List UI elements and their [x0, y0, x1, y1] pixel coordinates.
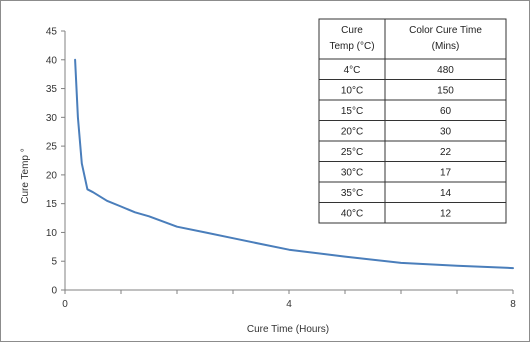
table-cell: 17	[440, 168, 452, 179]
table-cell: 12	[440, 209, 452, 220]
table-cell: 15°C	[341, 106, 363, 117]
y-tick-label: 30	[46, 113, 58, 124]
series-line	[74, 58, 514, 270]
x-tick-label: 0	[62, 299, 68, 310]
y-tick-label: 25	[46, 142, 58, 153]
y-tick-label: 20	[46, 170, 58, 181]
table-cell: 4°C	[344, 65, 361, 76]
x-tick-label: 8	[510, 299, 516, 310]
y-axis-title: Cure Temp °	[20, 148, 31, 204]
table-header-cell: (Mins)	[432, 41, 460, 52]
table-cell: 25°C	[341, 147, 363, 158]
data-table: Cure Temp (°C) Color Cure Time (Mins) 4°C 480…	[318, 18, 507, 224]
y-tick-label: 45	[46, 27, 58, 38]
chart-canvas: 0 5 10 15 20 25 30 35 40 45 0 4 8 Cure Temp (°C) Color…	[20, 18, 516, 335]
y-tick-label: 0	[51, 286, 57, 297]
table-cell: 14	[440, 188, 452, 199]
y-tick-label: 10	[46, 228, 58, 239]
table-header-cell: Cure	[341, 25, 363, 36]
table-cell: 40°C	[341, 209, 363, 220]
table-cell: 10°C	[341, 86, 363, 97]
y-tick-label: 35	[46, 84, 58, 95]
x-tick-label: 4	[286, 299, 292, 310]
axes-layer: 0 5 10 15 20 25 30 35 40 45 0 4 8	[46, 27, 516, 311]
table-cell: 30	[440, 127, 452, 138]
table-cell: 22	[440, 147, 452, 158]
y-tick-label: 40	[46, 55, 58, 66]
y-tick-label: 15	[46, 199, 58, 210]
x-axis-title: Cure Time (Hours)	[247, 324, 329, 335]
table-cell: 150	[437, 86, 454, 97]
table-header-cell: Color Cure Time	[409, 25, 482, 36]
table-cell: 60	[440, 106, 452, 117]
table-cell: 20°C	[341, 127, 363, 138]
table-header-cell: Temp (°C)	[329, 41, 374, 52]
table-cell: 480	[437, 65, 454, 76]
chart-frame: 0 5 10 15 20 25 30 35 40 45 0 4 8 Cure Temp (°C) Color…	[0, 0, 530, 342]
table-cell: 30°C	[341, 168, 363, 179]
y-tick-label: 5	[51, 257, 57, 268]
series-layer	[74, 58, 514, 270]
table-cell: 35°C	[341, 188, 363, 199]
